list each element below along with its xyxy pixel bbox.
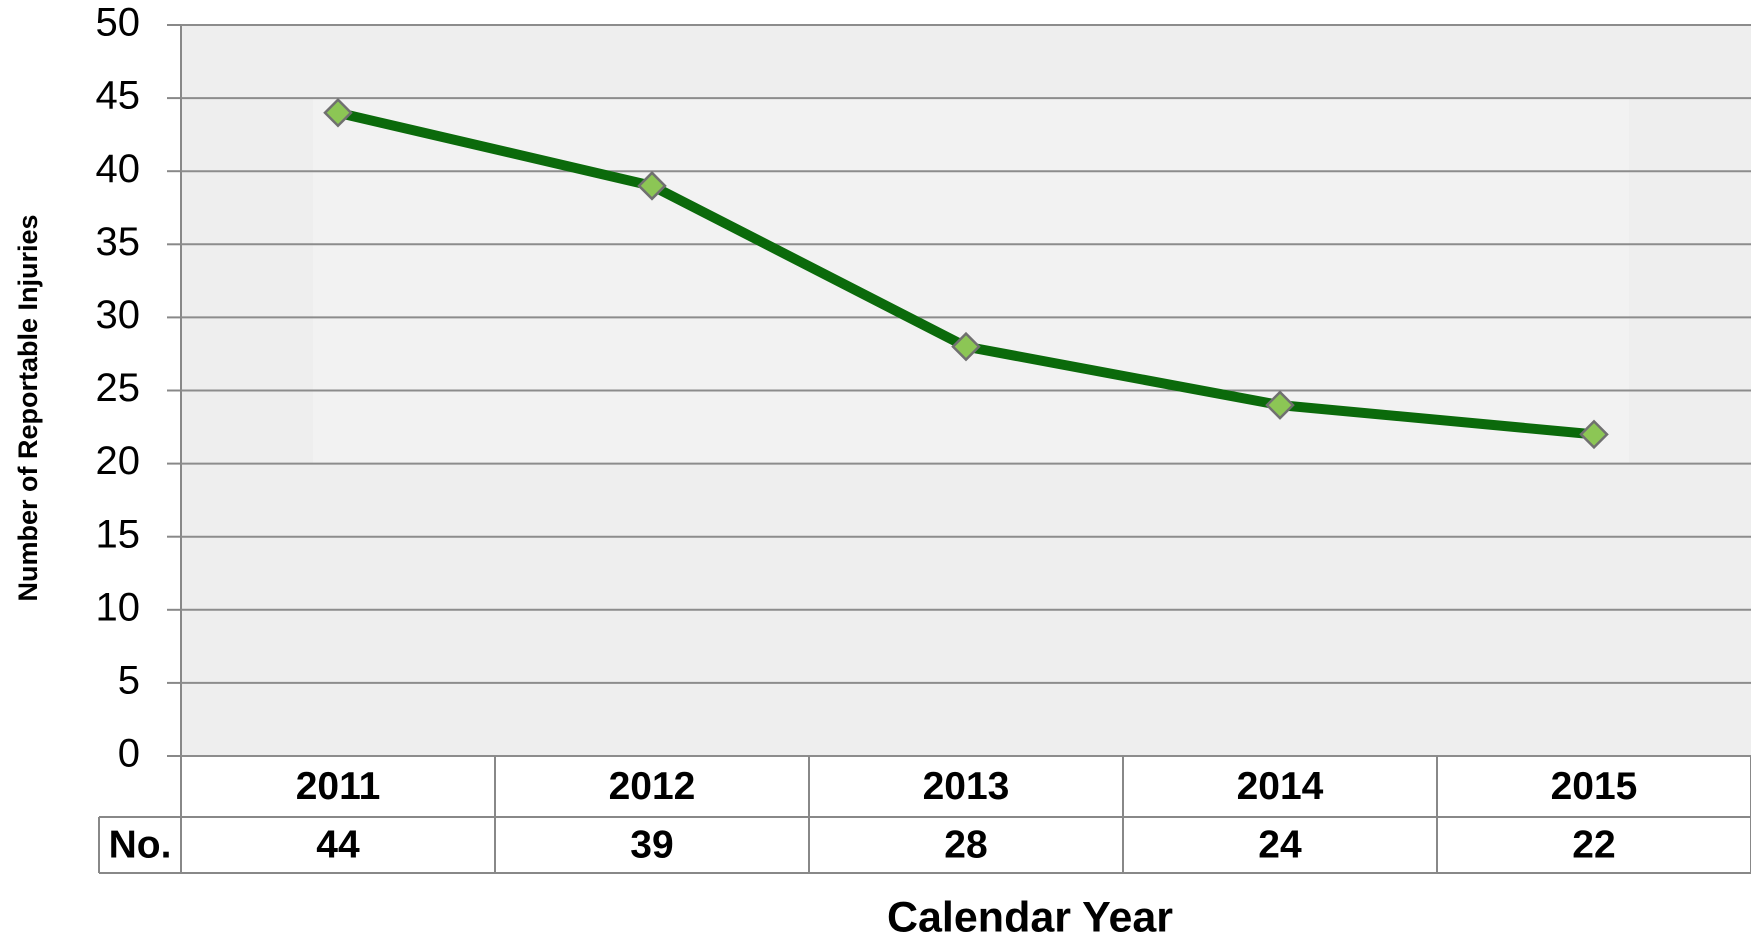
y-tick-label: 20	[96, 439, 141, 483]
y-tick-label: 10	[96, 585, 141, 629]
table-value: 22	[1572, 823, 1615, 866]
data-point	[323, 97, 353, 128]
y-tick-label: 15	[96, 512, 141, 556]
data-point	[1579, 419, 1609, 450]
x-axis-label: Calendar Year	[887, 893, 1173, 941]
y-tick-label: 5	[118, 658, 140, 702]
x-tick-label: 2011	[296, 765, 381, 808]
data-point	[637, 171, 667, 201]
table-value: 44	[316, 823, 360, 866]
y-tick-label: 50	[96, 1, 141, 45]
y-tick-label: 40	[96, 147, 141, 191]
y-tick-label: 45	[96, 74, 141, 118]
table-value: 39	[630, 823, 673, 866]
y-tick-label: 30	[96, 293, 141, 337]
y-tick-label: 25	[96, 366, 141, 410]
x-tick-label: 2012	[609, 765, 696, 808]
y-tick-label: 35	[96, 220, 141, 264]
table-row-label: No.	[109, 823, 172, 866]
table-value: 24	[1258, 823, 1302, 866]
x-tick-label: 2015	[1551, 765, 1638, 808]
table-value: 28	[944, 823, 987, 866]
x-tick-label: 2014	[1237, 765, 1324, 808]
data-point	[1265, 390, 1295, 420]
data-point	[951, 331, 981, 362]
y-axis-label: Number of Reportable Injuries	[13, 214, 43, 601]
y-tick-label: 0	[118, 732, 140, 776]
x-tick-label: 2013	[923, 765, 1010, 808]
